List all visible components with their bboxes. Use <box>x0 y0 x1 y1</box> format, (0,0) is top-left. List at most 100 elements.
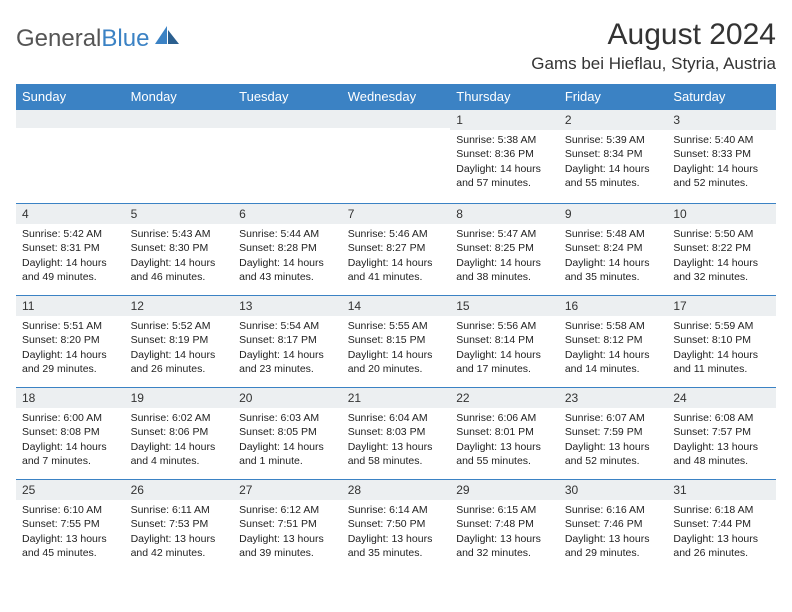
calendar-cell: 20Sunrise: 6:03 AMSunset: 8:05 PMDayligh… <box>233 387 342 479</box>
sunset-line: Sunset: 8:19 PM <box>131 333 228 347</box>
calendar-cell: 22Sunrise: 6:06 AMSunset: 8:01 PMDayligh… <box>450 387 559 479</box>
day-number: 5 <box>125 203 234 224</box>
day-number: 2 <box>559 109 668 130</box>
daylight-line: Daylight: 14 hours and 41 minutes. <box>348 256 445 284</box>
day-details: Sunrise: 6:00 AMSunset: 8:08 PMDaylight:… <box>16 408 125 472</box>
sunset-line: Sunset: 8:12 PM <box>565 333 662 347</box>
day-details: Sunrise: 5:42 AMSunset: 8:31 PMDaylight:… <box>16 224 125 288</box>
sunrise-line: Sunrise: 5:38 AM <box>456 133 553 147</box>
daylight-line: Daylight: 14 hours and 20 minutes. <box>348 348 445 376</box>
sunset-line: Sunset: 8:15 PM <box>348 333 445 347</box>
day-number: 8 <box>450 203 559 224</box>
day-number: 25 <box>16 479 125 500</box>
calendar-cell: 17Sunrise: 5:59 AMSunset: 8:10 PMDayligh… <box>667 295 776 387</box>
weekday-header: Saturday <box>667 84 776 109</box>
sunset-line: Sunset: 7:50 PM <box>348 517 445 531</box>
calendar-cell: 2Sunrise: 5:39 AMSunset: 8:34 PMDaylight… <box>559 109 668 203</box>
sunrise-line: Sunrise: 5:50 AM <box>673 227 770 241</box>
day-details: Sunrise: 6:14 AMSunset: 7:50 PMDaylight:… <box>342 500 451 564</box>
calendar-cell <box>342 109 451 203</box>
sunset-line: Sunset: 7:48 PM <box>456 517 553 531</box>
calendar-cell: 28Sunrise: 6:14 AMSunset: 7:50 PMDayligh… <box>342 479 451 571</box>
day-details: Sunrise: 5:51 AMSunset: 8:20 PMDaylight:… <box>16 316 125 380</box>
sunset-line: Sunset: 7:55 PM <box>22 517 119 531</box>
sunset-line: Sunset: 8:34 PM <box>565 147 662 161</box>
sunset-line: Sunset: 8:05 PM <box>239 425 336 439</box>
daylight-line: Daylight: 13 hours and 52 minutes. <box>565 440 662 468</box>
calendar-cell: 1Sunrise: 5:38 AMSunset: 8:36 PMDaylight… <box>450 109 559 203</box>
calendar-cell: 26Sunrise: 6:11 AMSunset: 7:53 PMDayligh… <box>125 479 234 571</box>
sunset-line: Sunset: 8:22 PM <box>673 241 770 255</box>
day-number: 4 <box>16 203 125 224</box>
day-number: 22 <box>450 387 559 408</box>
daylight-line: Daylight: 13 hours and 35 minutes. <box>348 532 445 560</box>
day-number: 17 <box>667 295 776 316</box>
daylight-line: Daylight: 14 hours and 17 minutes. <box>456 348 553 376</box>
calendar-cell: 15Sunrise: 5:56 AMSunset: 8:14 PMDayligh… <box>450 295 559 387</box>
brand-logo: GeneralBlue <box>16 18 181 53</box>
day-details: Sunrise: 5:59 AMSunset: 8:10 PMDaylight:… <box>667 316 776 380</box>
sunrise-line: Sunrise: 6:11 AM <box>131 503 228 517</box>
sunset-line: Sunset: 8:31 PM <box>22 241 119 255</box>
calendar-cell: 24Sunrise: 6:08 AMSunset: 7:57 PMDayligh… <box>667 387 776 479</box>
sunset-line: Sunset: 8:33 PM <box>673 147 770 161</box>
calendar-cell: 29Sunrise: 6:15 AMSunset: 7:48 PMDayligh… <box>450 479 559 571</box>
weekday-header: Sunday <box>16 84 125 109</box>
calendar-cell: 14 Sunrise: 5:55 AMSunset: 8:15 PMDayligh… <box>342 295 451 387</box>
calendar-week-row: 25Sunrise: 6:10 AMSunset: 7:55 PMDayligh… <box>16 479 776 571</box>
calendar-cell: 4Sunrise: 5:42 AMSunset: 8:31 PMDaylight… <box>16 203 125 295</box>
calendar-cell: 5Sunrise: 5:43 AMSunset: 8:30 PMDaylight… <box>125 203 234 295</box>
day-details: Sunrise: 5:40 AMSunset: 8:33 PMDaylight:… <box>667 130 776 194</box>
sunrise-line: Sunrise: 6:12 AM <box>239 503 336 517</box>
weekday-header-row: Sunday Monday Tuesday Wednesday Thursday… <box>16 84 776 109</box>
calendar-cell: 13Sunrise: 5:54 AMSunset: 8:17 PMDayligh… <box>233 295 342 387</box>
daylight-line: Daylight: 14 hours and 7 minutes. <box>22 440 119 468</box>
calendar-cell: 25Sunrise: 6:10 AMSunset: 7:55 PMDayligh… <box>16 479 125 571</box>
day-number: 3 <box>667 109 776 130</box>
weekday-header: Tuesday <box>233 84 342 109</box>
day-details: Sunrise: 6:15 AMSunset: 7:48 PMDaylight:… <box>450 500 559 564</box>
day-number: 10 <box>667 203 776 224</box>
day-number: 24 <box>667 387 776 408</box>
day-details: Sunrise: 6:12 AMSunset: 7:51 PMDaylight:… <box>233 500 342 564</box>
empty-day <box>233 109 342 128</box>
sunset-line: Sunset: 7:51 PM <box>239 517 336 531</box>
sunrise-line: Sunrise: 6:18 AM <box>673 503 770 517</box>
sunrise-line: Sunrise: 6:14 AM <box>348 503 445 517</box>
sunrise-line: Sunrise: 5:39 AM <box>565 133 662 147</box>
calendar-week-row: 11Sunrise: 5:51 AMSunset: 8:20 PMDayligh… <box>16 295 776 387</box>
sunrise-line: Sunrise: 6:02 AM <box>131 411 228 425</box>
day-number: 7 <box>342 203 451 224</box>
day-number: 23 <box>559 387 668 408</box>
sunset-line: Sunset: 8:01 PM <box>456 425 553 439</box>
day-number: 31 <box>667 479 776 500</box>
day-details: Sunrise: 6:02 AMSunset: 8:06 PMDaylight:… <box>125 408 234 472</box>
sunset-line: Sunset: 8:06 PM <box>131 425 228 439</box>
daylight-line: Daylight: 14 hours and 29 minutes. <box>22 348 119 376</box>
sunrise-line: Sunrise: 6:04 AM <box>348 411 445 425</box>
calendar-cell: 27Sunrise: 6:12 AMSunset: 7:51 PMDayligh… <box>233 479 342 571</box>
day-details: Sunrise: 6:10 AMSunset: 7:55 PMDaylight:… <box>16 500 125 564</box>
day-details: Sunrise: 5:43 AMSunset: 8:30 PMDaylight:… <box>125 224 234 288</box>
sunrise-line: Sunrise: 5:42 AM <box>22 227 119 241</box>
daylight-line: Daylight: 13 hours and 45 minutes. <box>22 532 119 560</box>
calendar-week-row: 1Sunrise: 5:38 AMSunset: 8:36 PMDaylight… <box>16 109 776 203</box>
sunset-line: Sunset: 7:53 PM <box>131 517 228 531</box>
weekday-header: Friday <box>559 84 668 109</box>
calendar-cell: 12Sunrise: 5:52 AMSunset: 8:19 PMDayligh… <box>125 295 234 387</box>
calendar-cell: 8Sunrise: 5:47 AMSunset: 8:25 PMDaylight… <box>450 203 559 295</box>
sunset-line: Sunset: 8:30 PM <box>131 241 228 255</box>
calendar-cell: 18Sunrise: 6:00 AMSunset: 8:08 PMDayligh… <box>16 387 125 479</box>
sunrise-line: Sunrise: 5:55 AM <box>348 319 445 333</box>
daylight-line: Daylight: 13 hours and 58 minutes. <box>348 440 445 468</box>
day-details: Sunrise: 6:08 AMSunset: 7:57 PMDaylight:… <box>667 408 776 472</box>
daylight-line: Daylight: 13 hours and 32 minutes. <box>456 532 553 560</box>
calendar-table: Sunday Monday Tuesday Wednesday Thursday… <box>16 84 776 571</box>
day-number: 14 <box>342 295 451 316</box>
day-number: 16 <box>559 295 668 316</box>
day-number: 29 <box>450 479 559 500</box>
day-number: 19 <box>125 387 234 408</box>
daylight-line: Daylight: 14 hours and 49 minutes. <box>22 256 119 284</box>
sunrise-line: Sunrise: 5:58 AM <box>565 319 662 333</box>
daylight-line: Daylight: 14 hours and 46 minutes. <box>131 256 228 284</box>
